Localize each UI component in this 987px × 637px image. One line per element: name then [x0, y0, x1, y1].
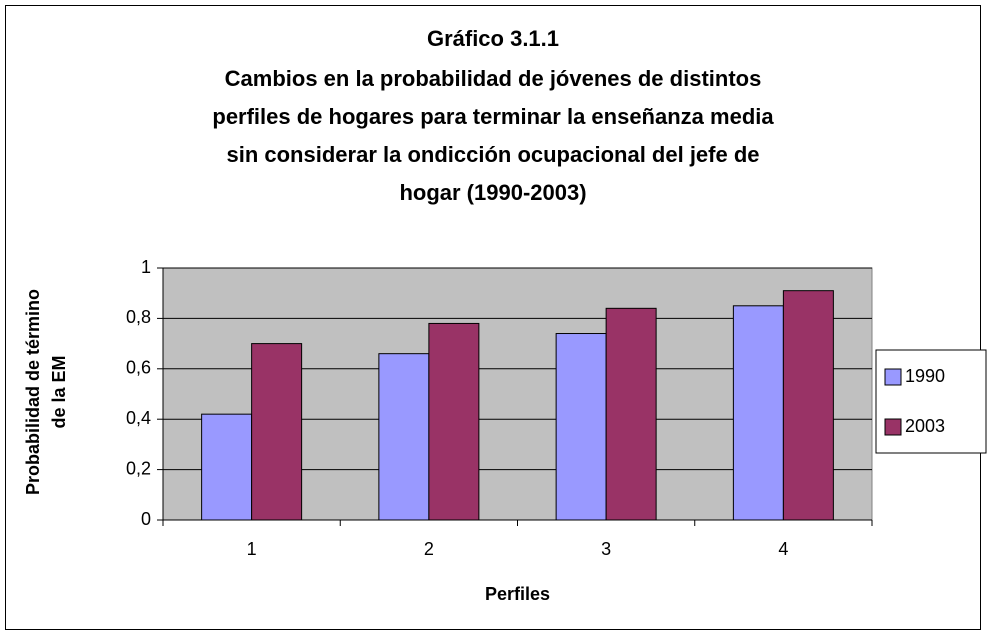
- legend-box: [875, 349, 987, 454]
- bar: [555, 333, 607, 521]
- x-axis-title: Perfiles: [485, 584, 550, 604]
- legend-swatch: [884, 418, 902, 436]
- bar: [201, 413, 253, 521]
- y-tick-label: 0: [141, 509, 151, 529]
- bar: [782, 290, 834, 521]
- chart-subtitle: sin considerar la ondicción ocupacional …: [226, 142, 759, 167]
- chart-subtitle: Cambios en la probabilidad de jóvenes de…: [225, 66, 762, 91]
- legend-label: 2003: [905, 416, 945, 436]
- legend-swatch: [884, 368, 902, 386]
- y-tick-label: 0,2: [126, 458, 151, 478]
- y-tick-label: 0,8: [126, 307, 151, 327]
- bar: [251, 343, 303, 521]
- legend-label: 1990: [905, 366, 945, 386]
- chart-subtitle: perfiles de hogares para terminar la ens…: [212, 104, 774, 129]
- bar: [605, 307, 657, 521]
- y-tick-label: 1: [141, 257, 151, 277]
- x-tick-label: 2: [424, 539, 434, 559]
- y-axis-title: de la EM: [49, 355, 69, 428]
- y-tick-label: 0,4: [126, 408, 151, 428]
- bar: [732, 305, 784, 521]
- chart-subtitle: hogar (1990-2003): [399, 180, 586, 205]
- bar: [378, 353, 430, 521]
- x-tick-label: 1: [247, 539, 257, 559]
- x-tick-label: 4: [778, 539, 788, 559]
- x-tick-label: 3: [601, 539, 611, 559]
- chart-title: Gráfico 3.1.1: [427, 26, 559, 51]
- bar: [428, 322, 480, 521]
- y-axis-title: Probabilidad de término: [23, 289, 43, 495]
- y-tick-label: 0,6: [126, 358, 151, 378]
